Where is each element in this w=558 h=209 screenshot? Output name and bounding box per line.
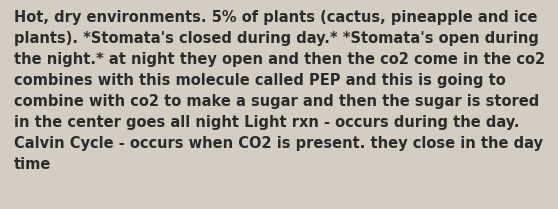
Text: Hot, dry environments. 5% of plants (cactus, pineapple and ice
plants). *Stomata: Hot, dry environments. 5% of plants (cac… [14,10,545,172]
